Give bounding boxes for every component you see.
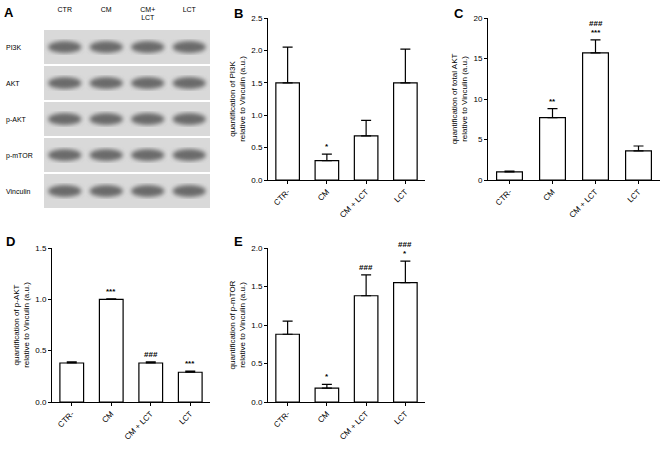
svg-text:5: 5	[478, 135, 483, 144]
svg-text:D: D	[6, 234, 15, 249]
svg-text:###: ###	[359, 263, 373, 272]
svg-text:CM: CM	[542, 187, 557, 202]
svg-text:CM + LCT: CM + LCT	[123, 409, 155, 441]
svg-text:1.0: 1.0	[251, 321, 263, 330]
svg-text:p-mTOR: p-mTOR	[6, 152, 33, 160]
svg-text:CTR: CTR	[58, 6, 72, 13]
svg-text:PI3K: PI3K	[6, 44, 22, 51]
svg-text:*: *	[325, 142, 329, 151]
svg-text:AKT: AKT	[6, 80, 20, 87]
svg-text:B: B	[234, 6, 243, 21]
svg-text:CM+: CM+	[140, 6, 155, 13]
svg-text:###: ###	[589, 19, 603, 28]
svg-text:CM: CM	[100, 409, 115, 424]
svg-text:CM + LCT: CM + LCT	[338, 187, 370, 219]
svg-text:*: *	[403, 249, 407, 258]
svg-text:quantification of PI3Krelative: quantification of PI3Krelative to Vincul…	[228, 56, 247, 142]
svg-text:0.0: 0.0	[251, 398, 263, 407]
svg-text:0.5: 0.5	[35, 346, 47, 355]
svg-text:1.0: 1.0	[35, 295, 47, 304]
svg-text:1.5: 1.5	[251, 79, 263, 88]
svg-text:2.5: 2.5	[251, 14, 263, 23]
svg-text:CM + LCT: CM + LCT	[567, 187, 599, 219]
svg-text:quantification of p-AKTrelativ: quantification of p-AKTrelative to Vincu…	[12, 282, 31, 368]
svg-text:*: *	[325, 372, 329, 381]
svg-text:###: ###	[398, 240, 412, 249]
svg-text:C: C	[454, 6, 464, 21]
svg-text:CM: CM	[316, 409, 331, 424]
svg-text:CTR-: CTR-	[494, 187, 514, 207]
svg-text:10: 10	[473, 95, 482, 104]
svg-text:CTR-: CTR-	[272, 187, 292, 207]
svg-text:**: **	[549, 97, 556, 106]
svg-text:LCT: LCT	[626, 187, 643, 204]
svg-text:0.0: 0.0	[251, 176, 263, 185]
svg-text:E: E	[234, 234, 243, 249]
svg-text:***: ***	[185, 359, 195, 368]
svg-text:LCT: LCT	[177, 409, 194, 426]
svg-text:20: 20	[473, 14, 482, 23]
svg-text:***: ***	[591, 28, 601, 37]
svg-text:LCT: LCT	[183, 6, 197, 13]
svg-text:0.5: 0.5	[251, 359, 263, 368]
svg-text:CM: CM	[101, 6, 112, 13]
svg-text:LCT: LCT	[393, 409, 410, 426]
svg-text:0: 0	[478, 176, 483, 185]
svg-text:0.5: 0.5	[251, 143, 263, 152]
svg-text:1.5: 1.5	[251, 282, 263, 291]
svg-text:15: 15	[473, 54, 482, 63]
svg-text:***: ***	[106, 287, 116, 296]
svg-text:LCT: LCT	[393, 187, 410, 204]
svg-text:LCT: LCT	[141, 14, 155, 21]
svg-text:0.0: 0.0	[35, 398, 47, 407]
svg-text:2.0: 2.0	[251, 244, 263, 253]
svg-text:quantification of total AKTrel: quantification of total AKTrelative to V…	[450, 54, 469, 145]
svg-text:A: A	[4, 5, 14, 20]
svg-text:1.5: 1.5	[35, 244, 47, 253]
svg-text:Vinculin: Vinculin	[6, 188, 30, 195]
svg-text:2.0: 2.0	[251, 46, 263, 55]
svg-text:CM + LCT: CM + LCT	[338, 409, 370, 441]
svg-text:1.0: 1.0	[251, 111, 263, 120]
svg-text:CTR-: CTR-	[272, 409, 292, 429]
svg-text:quantification of p-mTORrelati: quantification of p-mTORrelative to Vinc…	[228, 280, 247, 369]
svg-text:p-AKT: p-AKT	[6, 116, 27, 124]
svg-text:CM: CM	[316, 187, 331, 202]
svg-text:###: ###	[144, 350, 158, 359]
svg-text:CTR-: CTR-	[56, 409, 76, 429]
